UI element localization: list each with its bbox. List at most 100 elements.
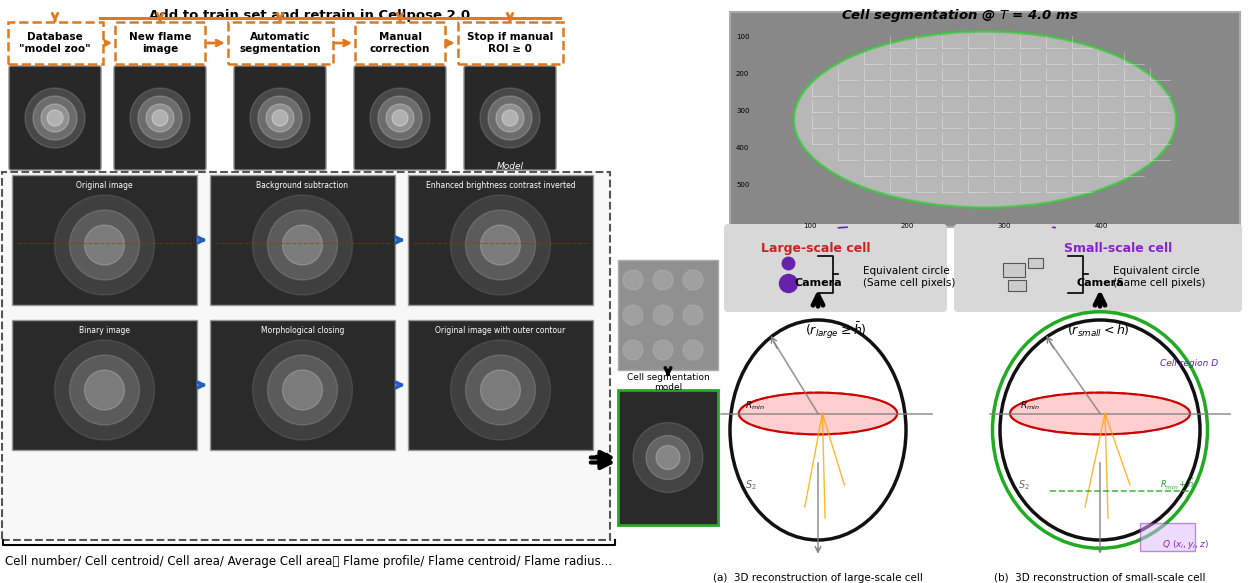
FancyBboxPatch shape xyxy=(954,224,1242,312)
Circle shape xyxy=(70,355,140,425)
Text: Binary image: Binary image xyxy=(79,326,130,335)
FancyBboxPatch shape xyxy=(2,172,610,540)
Text: Cell region D: Cell region D xyxy=(1160,360,1218,368)
FancyBboxPatch shape xyxy=(730,12,1240,227)
Circle shape xyxy=(652,340,672,360)
Text: $S_2$: $S_2$ xyxy=(1019,478,1030,492)
FancyBboxPatch shape xyxy=(8,22,102,64)
FancyBboxPatch shape xyxy=(12,175,198,305)
FancyBboxPatch shape xyxy=(1140,523,1195,551)
Text: Morphological closing: Morphological closing xyxy=(261,326,344,335)
FancyBboxPatch shape xyxy=(210,175,395,305)
FancyBboxPatch shape xyxy=(12,320,198,450)
Circle shape xyxy=(48,110,63,126)
Text: 200: 200 xyxy=(736,71,750,77)
FancyBboxPatch shape xyxy=(9,66,101,170)
Text: 400: 400 xyxy=(1094,223,1108,229)
FancyBboxPatch shape xyxy=(618,390,718,525)
Circle shape xyxy=(682,270,702,290)
FancyBboxPatch shape xyxy=(408,320,592,450)
Circle shape xyxy=(682,305,702,325)
FancyBboxPatch shape xyxy=(354,66,446,170)
FancyBboxPatch shape xyxy=(618,260,718,370)
Circle shape xyxy=(268,355,338,425)
Circle shape xyxy=(480,88,540,148)
Circle shape xyxy=(503,110,518,126)
Circle shape xyxy=(656,445,680,469)
Circle shape xyxy=(32,96,78,140)
Circle shape xyxy=(253,340,352,440)
Circle shape xyxy=(488,96,532,140)
Circle shape xyxy=(152,110,168,126)
Ellipse shape xyxy=(1010,392,1190,434)
Text: $S_2$: $S_2$ xyxy=(745,478,756,492)
Circle shape xyxy=(386,104,414,132)
Circle shape xyxy=(378,96,423,140)
Text: Original image: Original image xyxy=(76,181,132,190)
Ellipse shape xyxy=(730,320,906,540)
FancyBboxPatch shape xyxy=(355,22,445,64)
Circle shape xyxy=(450,340,550,440)
Circle shape xyxy=(250,88,310,148)
FancyBboxPatch shape xyxy=(210,320,395,450)
Circle shape xyxy=(85,370,125,410)
Circle shape xyxy=(652,270,672,290)
Text: 200: 200 xyxy=(900,223,914,229)
Circle shape xyxy=(622,305,642,325)
Circle shape xyxy=(632,423,702,493)
Text: Background subtraction: Background subtraction xyxy=(256,181,349,190)
Circle shape xyxy=(55,340,155,440)
FancyBboxPatch shape xyxy=(458,22,562,64)
Text: 300: 300 xyxy=(736,108,750,114)
Circle shape xyxy=(282,370,322,410)
Circle shape xyxy=(272,110,288,126)
Circle shape xyxy=(370,88,430,148)
Circle shape xyxy=(130,88,190,148)
Circle shape xyxy=(146,104,174,132)
Circle shape xyxy=(41,104,69,132)
Text: Cell segmentation @ $T$ = 4.0 ms: Cell segmentation @ $T$ = 4.0 ms xyxy=(841,7,1079,24)
Text: Database
"model zoo": Database "model zoo" xyxy=(19,32,91,54)
Bar xyxy=(1008,280,1026,291)
Text: Manual
correction: Manual correction xyxy=(370,32,430,54)
Text: Stop if manual
ROI ≥ 0: Stop if manual ROI ≥ 0 xyxy=(468,32,552,54)
Ellipse shape xyxy=(739,392,898,434)
Text: Cell segmentation
model: Cell segmentation model xyxy=(626,373,710,392)
Text: Original image with outer contour: Original image with outer contour xyxy=(435,326,565,335)
Text: $R_{min}+\bar{h}$: $R_{min}+\bar{h}$ xyxy=(1160,478,1194,492)
FancyBboxPatch shape xyxy=(115,22,205,64)
Text: Model: Model xyxy=(496,162,524,171)
FancyBboxPatch shape xyxy=(228,22,332,64)
Bar xyxy=(1028,258,1042,268)
Text: Camera: Camera xyxy=(1076,278,1124,288)
Text: Cell number/ Cell centroid/ Cell area/ Average Cell area、 Flame profile/ Flame c: Cell number/ Cell centroid/ Cell area/ A… xyxy=(5,555,612,568)
Circle shape xyxy=(450,195,550,295)
Circle shape xyxy=(282,225,322,265)
Circle shape xyxy=(480,225,520,265)
Circle shape xyxy=(266,104,294,132)
Text: $Q\ (x_i, y_i, z)$: $Q\ (x_i, y_i, z)$ xyxy=(1161,538,1209,551)
FancyBboxPatch shape xyxy=(464,66,556,170)
Text: 400: 400 xyxy=(736,145,750,151)
Text: Equivalent circle
(Same cell pixels): Equivalent circle (Same cell pixels) xyxy=(862,266,955,287)
Bar xyxy=(1003,263,1025,277)
Circle shape xyxy=(138,96,182,140)
Text: ⇒: ⇒ xyxy=(594,448,612,468)
Circle shape xyxy=(465,355,535,425)
Text: ($r_{large} \geq \bar{h}$): ($r_{large} \geq \bar{h}$) xyxy=(805,320,866,340)
Ellipse shape xyxy=(1000,320,1200,540)
FancyBboxPatch shape xyxy=(234,66,326,170)
Circle shape xyxy=(646,436,690,479)
Text: ($r_{small}<\bar{h}$): ($r_{small}<\bar{h}$) xyxy=(1066,320,1130,339)
Circle shape xyxy=(622,340,642,360)
Text: 100: 100 xyxy=(804,223,816,229)
Circle shape xyxy=(70,210,140,280)
Circle shape xyxy=(622,270,642,290)
Text: Enhanced brightness contrast inverted: Enhanced brightness contrast inverted xyxy=(426,181,575,190)
Circle shape xyxy=(652,305,672,325)
Circle shape xyxy=(682,340,702,360)
Text: Small-scale cell: Small-scale cell xyxy=(1064,242,1172,255)
Circle shape xyxy=(480,370,520,410)
Circle shape xyxy=(85,225,125,265)
Circle shape xyxy=(25,88,85,148)
